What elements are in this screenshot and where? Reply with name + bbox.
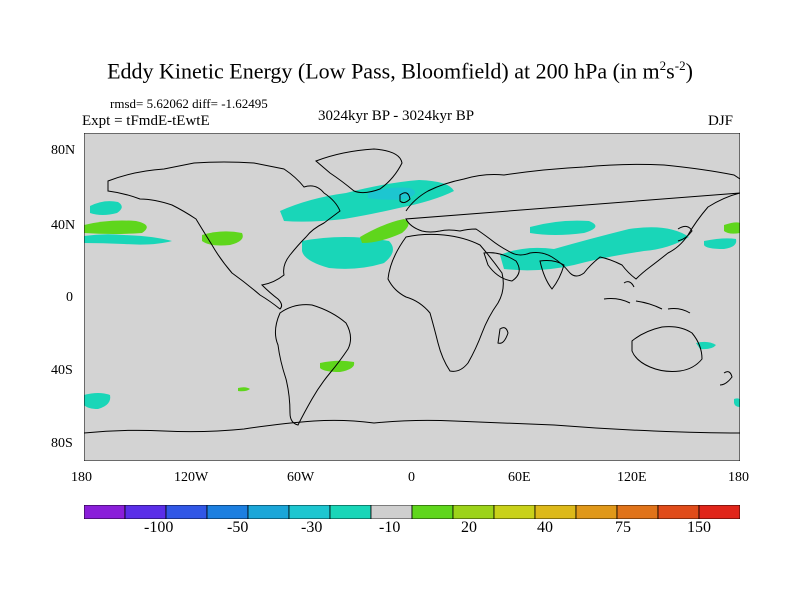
world-map <box>84 133 740 461</box>
fill-n-atlantic-south <box>302 237 393 269</box>
fill-asia-north <box>530 220 596 235</box>
colorbar-label: 40 <box>537 519 553 536</box>
season-label: DJF <box>708 113 734 129</box>
colorbar-box <box>370 505 413 519</box>
coast-south-america <box>274 304 352 426</box>
xtick-120w: 120W <box>174 470 209 485</box>
colorbar-box <box>575 505 618 519</box>
coast-japan <box>677 225 693 242</box>
coast-greenland <box>315 148 403 194</box>
colorbar-box <box>247 505 290 519</box>
ytick-40s: 40S <box>51 363 73 378</box>
coast-india <box>539 260 565 290</box>
fill-n-pacific-east <box>202 231 243 246</box>
ytick-80n: 80N <box>51 143 76 158</box>
colorbar-box <box>288 505 331 519</box>
xtick-180w: 180 <box>71 470 92 485</box>
colorbar-box <box>206 505 249 519</box>
fill-n-pacific-west-3 <box>84 234 172 245</box>
period-label: 3024kyr BP - 3024kyr BP <box>318 108 475 124</box>
fill-s-pacific-east <box>734 398 740 407</box>
colorbar-box <box>329 505 372 519</box>
colorbar-box <box>616 505 659 519</box>
stats-text: rmsd= 5.62062 diff= -1.62495 <box>110 96 268 111</box>
ytick-40n: 40N <box>51 218 76 233</box>
fill-dateline-east <box>724 222 740 234</box>
colorbar <box>84 505 740 519</box>
colorbar-box <box>124 505 167 519</box>
fill-australia-east <box>696 341 716 350</box>
fill-s-pacific-west <box>84 393 111 409</box>
colorbar-box <box>657 505 700 519</box>
ytick-0: 0 <box>66 290 73 305</box>
xtick-60w: 60W <box>287 470 315 485</box>
experiment-label: Expt = tFmdE-tEwtE <box>82 113 210 129</box>
colorbar-label: 20 <box>461 519 477 536</box>
coastlines <box>84 148 740 434</box>
colorbar-box <box>452 505 495 519</box>
fill-n-pacific-west-1 <box>90 201 122 215</box>
coast-africa <box>387 233 504 372</box>
fill-pacific-east-asia <box>704 238 737 249</box>
colorbar-label: -100 <box>144 519 174 536</box>
fill-asia-jet <box>500 227 689 271</box>
coast-arabia <box>483 252 520 282</box>
coast-north-america <box>107 161 341 310</box>
coast-new-zealand <box>719 371 733 386</box>
map-title: Eddy Kinetic Energy (Low Pass, Bloomfiel… <box>107 58 693 84</box>
colorbar-box <box>698 505 740 519</box>
xtick-180e: 180 <box>728 470 749 485</box>
xtick-120e: 120E <box>617 470 647 485</box>
coast-british-isles <box>399 192 411 204</box>
colorbar-box <box>165 505 208 519</box>
coast-madagascar <box>497 327 509 344</box>
colorbar-label: -30 <box>301 519 323 536</box>
fill-s-atlantic <box>320 360 355 372</box>
fill-n-atlantic-core <box>368 187 416 200</box>
colorbar-box <box>84 505 126 519</box>
colorbar-box <box>493 505 536 519</box>
coast-indonesia <box>603 281 691 314</box>
xtick-0: 0 <box>408 470 415 485</box>
fill-s-pacific-small <box>238 387 250 392</box>
coast-antarctica <box>84 419 740 434</box>
colorbar-box <box>534 505 577 519</box>
ytick-80s: 80S <box>51 436 73 451</box>
colorbar-label: 75 <box>615 519 631 536</box>
coast-australia <box>631 326 703 372</box>
anomaly-fills <box>84 180 740 409</box>
colorbar-label: 150 <box>687 519 711 536</box>
colorbar-label: -50 <box>227 519 249 536</box>
xtick-60e: 60E <box>508 470 531 485</box>
fill-n-pacific-west-2 <box>84 220 147 234</box>
colorbar-label: -10 <box>379 519 401 536</box>
coast-eurasia <box>405 163 740 280</box>
colorbar-box <box>411 505 454 519</box>
fill-iberia <box>360 219 409 243</box>
